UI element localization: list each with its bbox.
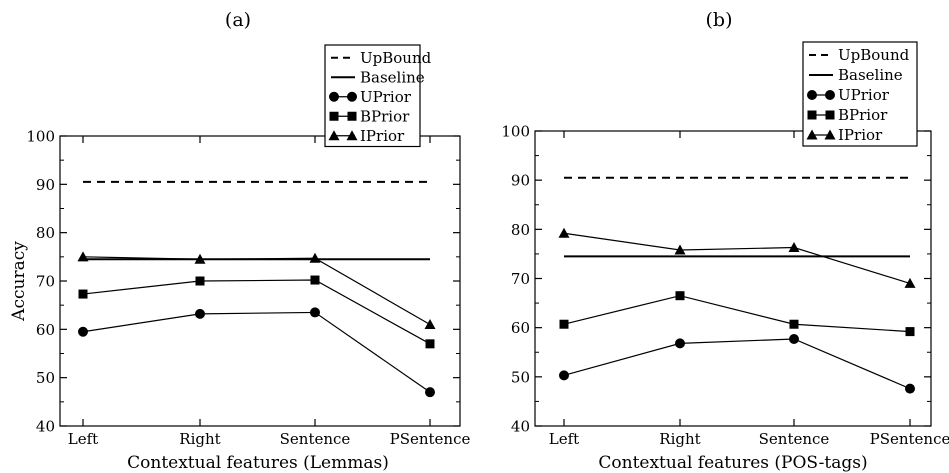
data-point <box>789 319 799 329</box>
y-tick-label: 80 <box>36 224 55 242</box>
legend-marker <box>347 91 357 102</box>
data-point <box>788 242 800 253</box>
data-point <box>904 277 916 288</box>
data-point <box>674 244 686 255</box>
series-line <box>82 311 431 393</box>
legend-marker <box>825 90 835 100</box>
legend-label: Baseline <box>360 68 425 86</box>
series-line <box>563 232 911 284</box>
data-point <box>905 327 915 337</box>
legend-label: IPrior <box>360 127 405 145</box>
series-bprior <box>78 275 435 349</box>
data-point <box>425 387 435 398</box>
y-tick-label: 90 <box>36 176 55 194</box>
x-tick-label: Left <box>68 430 98 448</box>
y-tick-label: 40 <box>36 418 55 436</box>
legend-marker <box>825 110 835 120</box>
legend-marker <box>824 129 836 140</box>
data-point <box>77 251 89 262</box>
data-point <box>78 326 88 337</box>
x-tick-label: Right <box>659 430 700 448</box>
data-point <box>78 289 88 299</box>
legend-label: UpBound <box>360 49 432 67</box>
y-tick-label: 60 <box>36 321 55 339</box>
legend-label: UPrior <box>360 88 412 106</box>
x-tick-label: Sentence <box>759 430 830 448</box>
series-iprior <box>558 227 916 288</box>
legend-marker <box>806 129 818 140</box>
x-tick-label: PSentence <box>870 430 949 448</box>
data-point <box>559 370 569 381</box>
chart-b: (b) 40 50 60 70 80 90 100 Left Right Sentence PSent… <box>501 9 949 473</box>
legend-label: BPrior <box>360 107 410 125</box>
legend-box <box>802 41 918 147</box>
x-axis-label: Contextual features (Lemmas) <box>127 453 389 473</box>
y-tick-label: 80 <box>511 221 530 239</box>
legend-label: UpBound <box>838 46 910 64</box>
data-point <box>559 319 569 329</box>
y-tick-label: 50 <box>511 368 530 386</box>
y-tick-label: 60 <box>511 319 530 337</box>
legend-marker <box>329 111 339 121</box>
series-line <box>82 279 431 345</box>
data-point <box>425 339 435 349</box>
legend-box <box>324 44 421 148</box>
data-point <box>675 291 685 301</box>
series-line <box>82 256 431 326</box>
plot-frame <box>534 130 932 427</box>
series-bprior <box>559 291 915 337</box>
series-iprior <box>77 251 436 329</box>
data-point <box>905 383 915 394</box>
legend-marker <box>807 90 817 100</box>
data-point <box>789 333 799 344</box>
x-tick-label: PSentence <box>390 430 471 448</box>
series-line <box>563 295 911 333</box>
y-tick-label: 70 <box>36 273 55 291</box>
series-uprior <box>559 333 915 394</box>
legend-label: Baseline <box>838 66 903 84</box>
x-axis-label: Contextual features (POS-tags) <box>598 453 867 473</box>
y-tick-label: 50 <box>36 369 55 387</box>
legend-marker <box>807 110 817 120</box>
data-point <box>675 338 685 349</box>
y-tick-label: 100 <box>501 123 530 141</box>
legend-marker <box>329 91 339 102</box>
legend-label: UPrior <box>838 86 890 104</box>
legend-marker <box>347 111 357 121</box>
data-point <box>195 276 205 286</box>
y-axis-label: Accuracy <box>9 241 29 322</box>
data-point <box>310 307 320 318</box>
data-point <box>194 253 206 264</box>
y-tick-label: 40 <box>511 418 530 436</box>
chart-a: (a) 40 50 60 70 80 90 100 Left Right Sentence PSent… <box>9 9 470 473</box>
x-tick-label: Right <box>179 430 220 448</box>
legend-marker <box>328 130 340 141</box>
data-point <box>309 252 321 263</box>
chart-title: (a) <box>225 9 251 31</box>
data-point <box>310 275 320 285</box>
legend: UpBound Baseline UPrior BPrior IPrior <box>802 41 918 147</box>
chart-title: (b) <box>706 9 733 31</box>
legend-label: IPrior <box>838 126 883 144</box>
y-tick-label: 90 <box>511 172 530 190</box>
x-tick-label: Left <box>549 430 579 448</box>
legend-marker <box>346 130 358 141</box>
y-tick-label: 70 <box>511 270 530 288</box>
data-point <box>424 319 436 329</box>
data-point <box>558 227 570 238</box>
legend-label: BPrior <box>838 106 888 124</box>
series-line <box>563 338 911 390</box>
x-tick-label: Sentence <box>280 430 351 448</box>
data-point <box>195 308 205 319</box>
y-tick-label: 100 <box>26 128 55 146</box>
series-uprior <box>78 307 435 398</box>
